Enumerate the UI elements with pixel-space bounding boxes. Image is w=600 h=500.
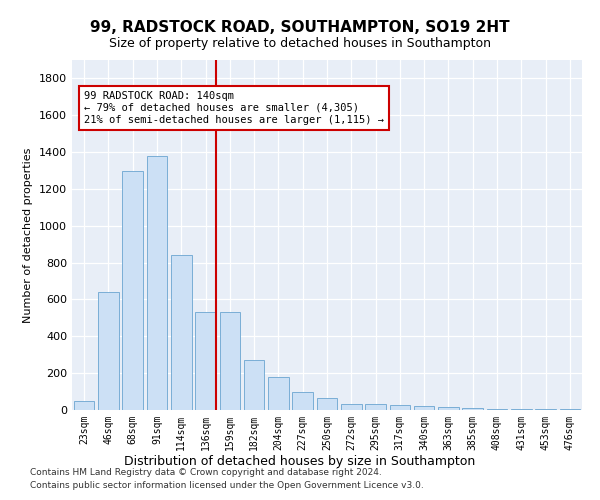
Bar	[171, 256, 191, 410]
Bar	[438, 407, 459, 410]
Bar	[122, 170, 143, 410]
Bar	[220, 312, 240, 410]
Text: Contains public sector information licensed under the Open Government Licence v3: Contains public sector information licen…	[30, 480, 424, 490]
Bar	[414, 406, 434, 410]
Bar	[341, 404, 362, 410]
Text: Distribution of detached houses by size in Southampton: Distribution of detached houses by size …	[124, 455, 476, 468]
Bar	[389, 406, 410, 410]
Bar	[292, 392, 313, 410]
Bar	[98, 292, 119, 410]
Bar	[244, 360, 265, 410]
Bar	[317, 398, 337, 410]
Y-axis label: Number of detached properties: Number of detached properties	[23, 148, 34, 322]
Bar	[560, 409, 580, 410]
Bar	[535, 409, 556, 410]
Bar	[195, 312, 216, 410]
Bar	[511, 408, 532, 410]
Bar	[74, 401, 94, 410]
Text: 99 RADSTOCK ROAD: 140sqm
← 79% of detached houses are smaller (4,305)
21% of sem: 99 RADSTOCK ROAD: 140sqm ← 79% of detach…	[84, 92, 384, 124]
Text: Size of property relative to detached houses in Southampton: Size of property relative to detached ho…	[109, 38, 491, 51]
Bar	[365, 404, 386, 410]
Bar	[268, 377, 289, 410]
Text: Contains HM Land Registry data © Crown copyright and database right 2024.: Contains HM Land Registry data © Crown c…	[30, 468, 382, 477]
Text: 99, RADSTOCK ROAD, SOUTHAMPTON, SO19 2HT: 99, RADSTOCK ROAD, SOUTHAMPTON, SO19 2HT	[90, 20, 510, 35]
Bar	[146, 156, 167, 410]
Bar	[487, 408, 508, 410]
Bar	[463, 408, 483, 410]
